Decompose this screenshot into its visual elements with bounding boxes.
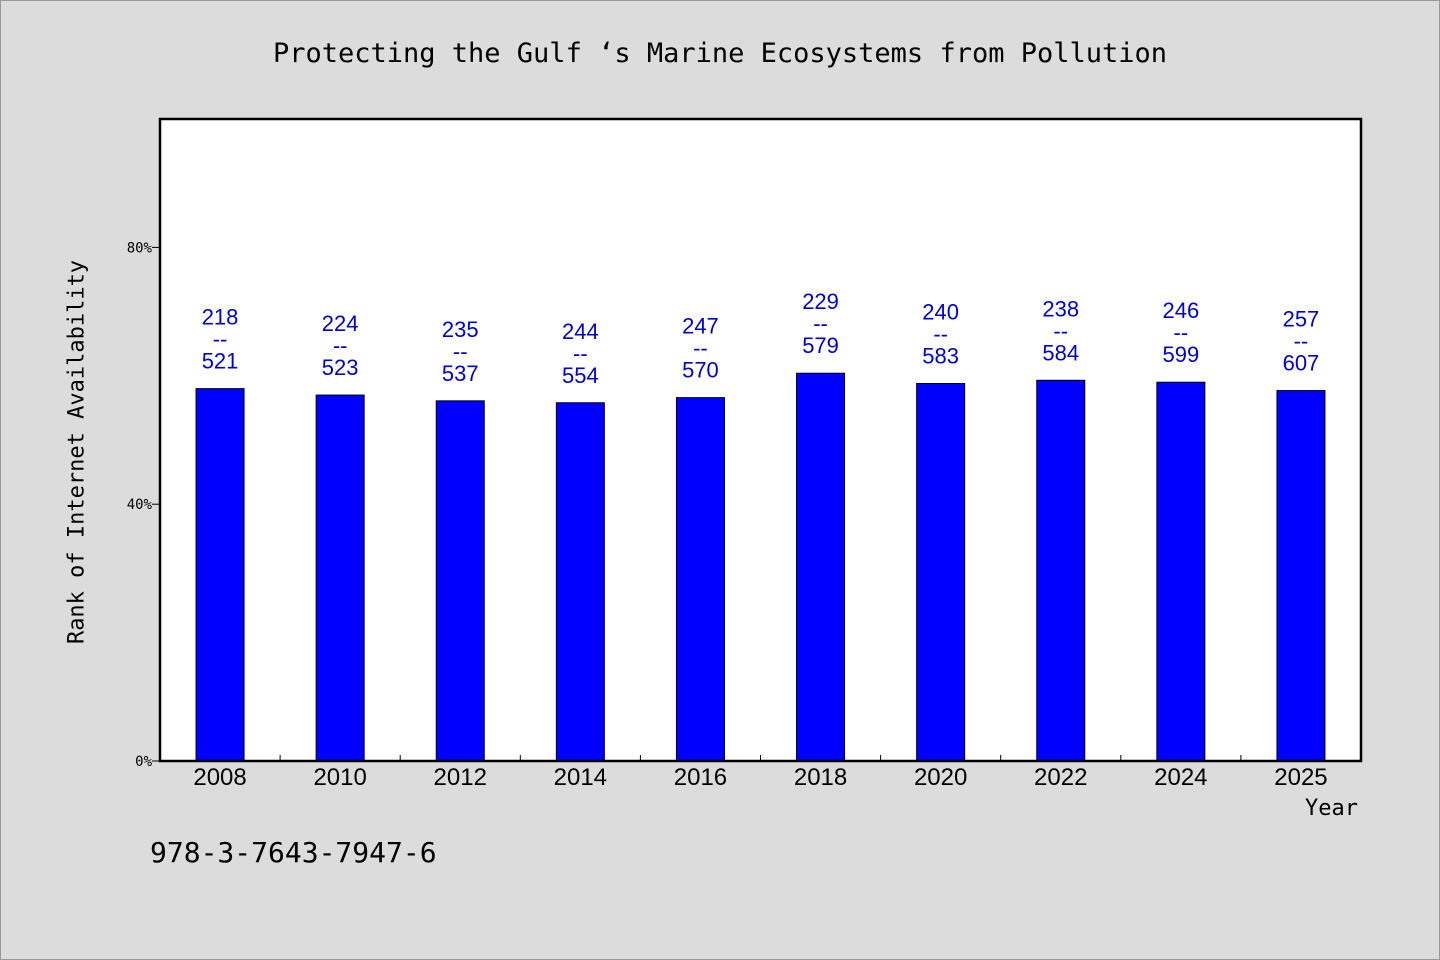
bar-2014 <box>555 402 605 762</box>
data-label-2012-line-1: 235 <box>442 317 479 342</box>
bar-2025 <box>1276 390 1326 762</box>
data-label-2025-line-3: 607 <box>1283 351 1320 376</box>
data-label-2014-line-3: 554 <box>562 363 599 388</box>
data-label-2016-line-2: -- <box>693 336 708 361</box>
data-label-2022-line-1: 238 <box>1042 296 1079 321</box>
data-label-2018-line-2: -- <box>813 311 828 336</box>
data-label-2014-line-1: 244 <box>562 319 599 344</box>
data-label-2022-line-3: 584 <box>1042 340 1079 365</box>
x-tick-label-2020: 2020 <box>914 764 967 791</box>
data-label-2024-line-3: 599 <box>1162 342 1199 367</box>
x-tick-label-2018: 2018 <box>794 764 847 791</box>
x-tick-label-2008: 2008 <box>193 764 246 791</box>
data-label-2010-line-2: -- <box>333 333 348 358</box>
data-label-2025-line-2: -- <box>1294 329 1309 354</box>
bar-2010 <box>315 394 365 762</box>
x-tick-label-2010: 2010 <box>313 764 366 791</box>
bar-2024 <box>1156 381 1206 762</box>
x-axis-label: Year <box>1305 796 1358 821</box>
x-tick-label-2022: 2022 <box>1034 764 1087 791</box>
x-tick-label-2025: 2025 <box>1274 764 1327 791</box>
data-label-2020-line-2: -- <box>933 322 948 347</box>
x-tick-label-2012: 2012 <box>434 764 487 791</box>
data-label-2012-line-3: 537 <box>442 361 479 386</box>
data-label-2010-line-1: 224 <box>322 311 359 336</box>
data-label-2012-line-2: -- <box>453 339 468 364</box>
y-axis-label: Rank of Internet Availability <box>64 259 90 645</box>
data-label-2016-line-1: 247 <box>682 314 719 339</box>
x-tick-label-2024: 2024 <box>1154 764 1207 791</box>
bar-2018 <box>796 372 846 762</box>
plot-border <box>158 117 1363 763</box>
bar-2020 <box>916 383 966 762</box>
data-label-2020-line-1: 240 <box>922 300 959 325</box>
y-tick-label-40%: 40% <box>127 497 153 513</box>
axis-layer: 2008 2010 2012 2014 2016 2018 2020 2022 2024 2025… <box>127 240 1328 791</box>
data-label-2022-line-2: -- <box>1053 318 1068 343</box>
chart-title: Protecting the Gulf ‘s Marine Ecosystems… <box>272 38 1168 69</box>
data-label-2020-line-3: 583 <box>922 344 959 369</box>
bar-2016 <box>675 397 725 762</box>
bar-2012 <box>435 400 485 762</box>
bar-2008 <box>195 388 245 762</box>
data-label-2018-line-3: 579 <box>802 333 839 358</box>
y-tick-label-0%: 0% <box>135 754 152 770</box>
data-label-2010-line-3: 523 <box>322 355 359 380</box>
y-tick-label-80%: 80% <box>127 240 153 256</box>
data-labels-layer: 218--521224--523235--537244--554247--570… <box>202 289 1320 388</box>
data-label-2016-line-3: 570 <box>682 358 719 383</box>
footer-identifier: 978-3-7643-7947-6 <box>150 836 437 869</box>
data-label-2018-line-1: 229 <box>802 289 839 314</box>
data-label-2008-line-3: 521 <box>202 349 239 374</box>
data-label-2014-line-2: -- <box>573 341 588 366</box>
bar-2022 <box>1036 379 1086 762</box>
data-label-2008-line-2: -- <box>213 327 228 352</box>
x-tick-label-2014: 2014 <box>554 764 607 791</box>
data-label-2024-line-2: -- <box>1174 320 1189 345</box>
data-label-2024-line-1: 246 <box>1162 298 1199 323</box>
x-tick-label-2016: 2016 <box>674 764 727 791</box>
data-label-2008-line-1: 218 <box>202 305 239 330</box>
bars-layer <box>195 372 1326 762</box>
data-label-2025-line-1: 257 <box>1283 307 1320 332</box>
